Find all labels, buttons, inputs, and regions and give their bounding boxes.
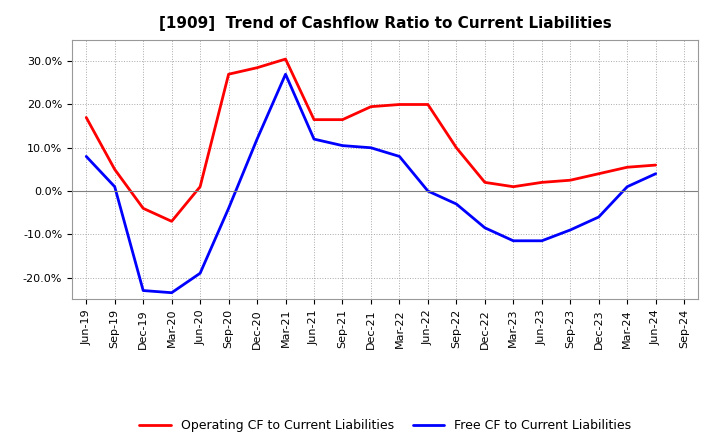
Operating CF to Current Liabilities [110,167,119,172]
Free CF to Current Liabilities [509,238,518,243]
Operating CF to Current Liabilities [623,165,631,170]
Free CF to Current Liabilities [623,184,631,189]
Free CF to Current Liabilities [395,154,404,159]
Operating CF to Current Liabilities [282,56,290,62]
Operating CF to Current Liabilities [139,205,148,211]
Free CF to Current Liabilities [652,171,660,176]
Operating CF to Current Liabilities [480,180,489,185]
Operating CF to Current Liabilities [395,102,404,107]
Free CF to Current Liabilities [110,184,119,189]
Free CF to Current Liabilities [82,154,91,159]
Free CF to Current Liabilities [253,136,261,142]
Free CF to Current Liabilities [338,143,347,148]
Operating CF to Current Liabilities [225,72,233,77]
Operating CF to Current Liabilities [566,178,575,183]
Free CF to Current Liabilities [167,290,176,295]
Operating CF to Current Liabilities [310,117,318,122]
Operating CF to Current Liabilities [652,162,660,168]
Free CF to Current Liabilities [452,202,461,207]
Operating CF to Current Liabilities [537,180,546,185]
Operating CF to Current Liabilities [167,219,176,224]
Free CF to Current Liabilities [480,225,489,231]
Title: [1909]  Trend of Cashflow Ratio to Current Liabilities: [1909] Trend of Cashflow Ratio to Curren… [159,16,611,32]
Operating CF to Current Liabilities [253,65,261,70]
Free CF to Current Liabilities [537,238,546,243]
Operating CF to Current Liabilities [196,184,204,189]
Line: Operating CF to Current Liabilities: Operating CF to Current Liabilities [86,59,656,221]
Operating CF to Current Liabilities [595,171,603,176]
Operating CF to Current Liabilities [366,104,375,109]
Free CF to Current Liabilities [310,136,318,142]
Free CF to Current Liabilities [225,205,233,211]
Free CF to Current Liabilities [595,214,603,220]
Free CF to Current Liabilities [282,72,290,77]
Operating CF to Current Liabilities [452,145,461,150]
Free CF to Current Liabilities [366,145,375,150]
Operating CF to Current Liabilities [509,184,518,189]
Free CF to Current Liabilities [139,288,148,293]
Line: Free CF to Current Liabilities: Free CF to Current Liabilities [86,74,656,293]
Operating CF to Current Liabilities [338,117,347,122]
Legend: Operating CF to Current Liabilities, Free CF to Current Liabilities: Operating CF to Current Liabilities, Fre… [135,414,636,437]
Free CF to Current Liabilities [566,227,575,233]
Operating CF to Current Liabilities [82,115,91,120]
Operating CF to Current Liabilities [423,102,432,107]
Free CF to Current Liabilities [196,271,204,276]
Free CF to Current Liabilities [423,188,432,194]
